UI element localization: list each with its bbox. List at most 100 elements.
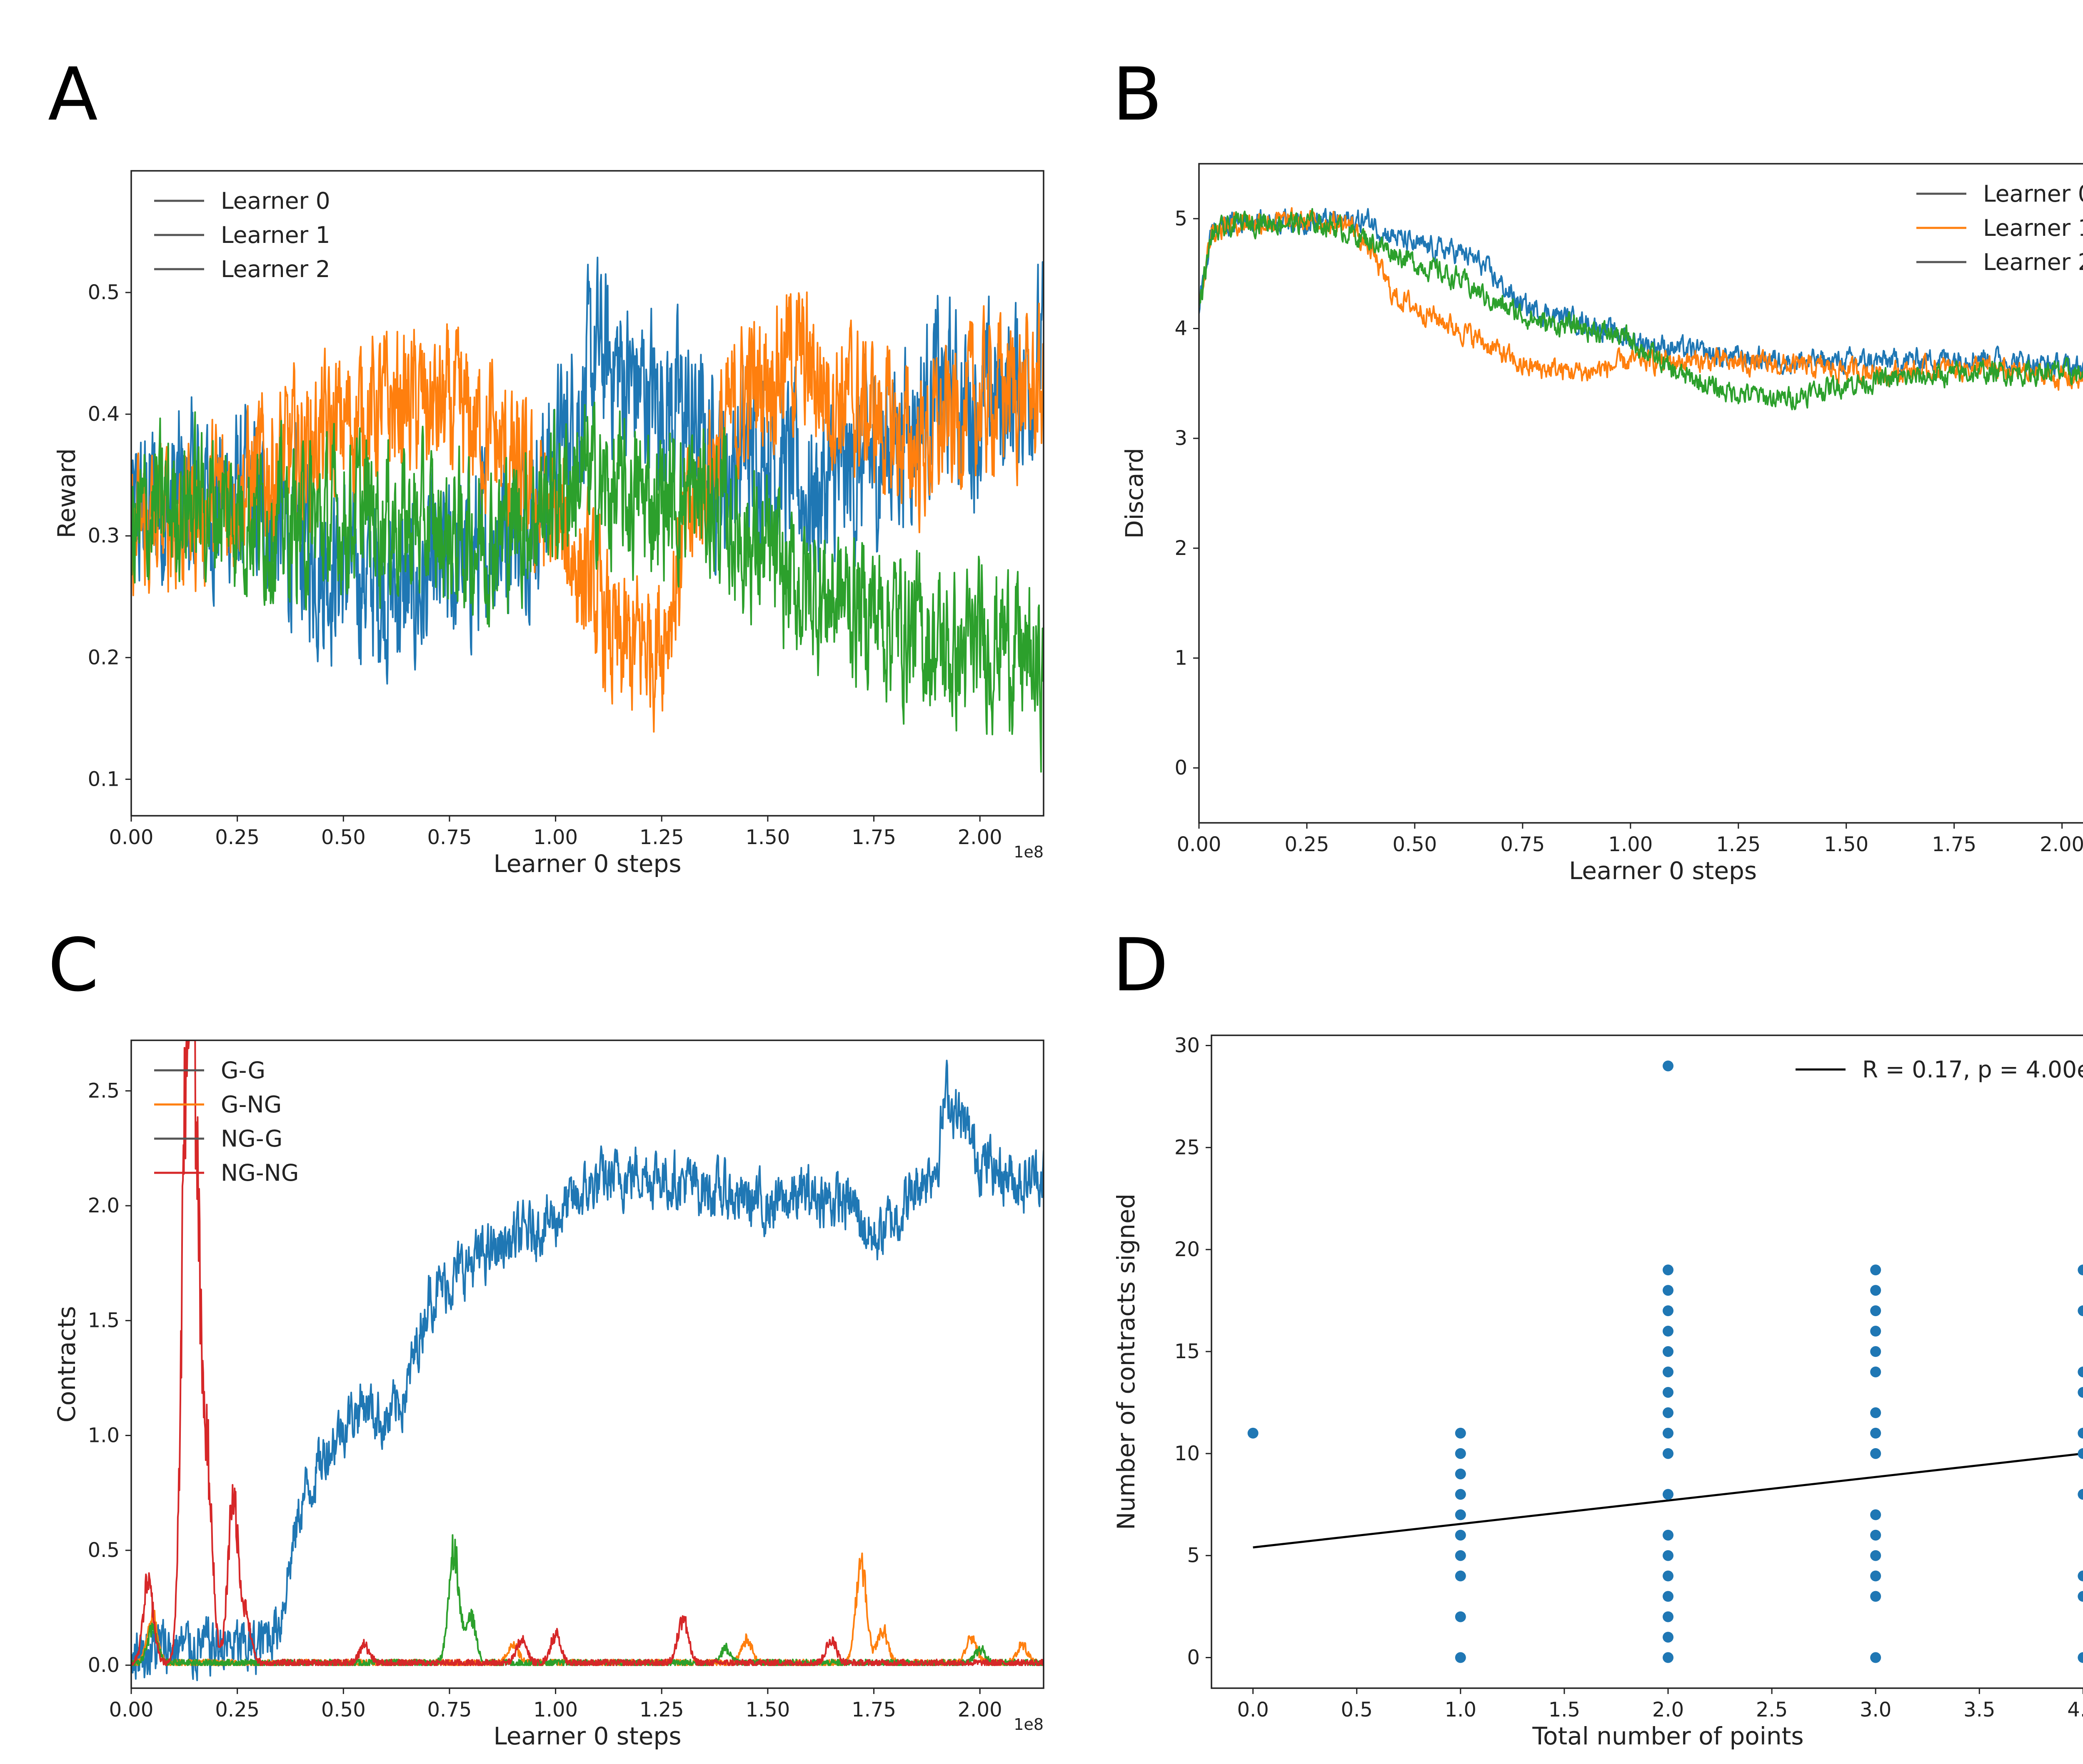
x-offset-label: 1e8 (1014, 1715, 1044, 1734)
scatter-point (1455, 1652, 1466, 1663)
x-axis-label: Learner 0 steps (493, 850, 681, 878)
x-tick-label: 0.00 (109, 826, 154, 849)
scatter-point (1455, 1468, 1466, 1479)
series-line-ng-ng (131, 1040, 1044, 1666)
scatter-point (2078, 1448, 2083, 1459)
x-tick-label: 0.75 (1500, 833, 1545, 856)
scatter-point (1870, 1407, 1881, 1418)
chart-b: 0.00 0.25 0.50 0.75 1.00 1.25 1.50 1.75 2.00 0 1 2 3… (1120, 163, 2083, 885)
y-tick-label: 2 (1174, 537, 1187, 560)
scatter-point (2078, 1366, 2083, 1377)
x-tick-label: 0.25 (215, 1698, 260, 1722)
x-tick-label: 1.75 (852, 826, 896, 849)
scatter-point (2078, 1570, 2083, 1582)
y-tick-label: 25 (1174, 1136, 1200, 1159)
x-tick-label: 1.50 (745, 1698, 790, 1722)
panel-letter-a: A (48, 52, 98, 137)
y-tick-label: 2.0 (88, 1194, 120, 1217)
legend: G-G G-NG NG-G NG-NG (154, 1057, 299, 1186)
x-axis-label: Learner 0 steps (493, 1722, 681, 1750)
scatter-point (1663, 1060, 1673, 1072)
x-tick-label: 1.25 (1716, 833, 1761, 856)
scatter-point (1870, 1427, 1881, 1439)
scatter-point (1663, 1611, 1673, 1622)
scatter-point (1455, 1448, 1466, 1459)
y-tick-label: 3 (1174, 427, 1187, 450)
scatter-point (1870, 1652, 1881, 1663)
scatter-point (1663, 1529, 1673, 1541)
scatter-point (1663, 1264, 1673, 1276)
x-tick-label: 2.00 (2040, 833, 2083, 856)
x-tick-label: 1.25 (639, 826, 684, 849)
scatter-point (1870, 1326, 1881, 1337)
y-axis-label: Reward (52, 448, 81, 538)
scatter-point (1455, 1509, 1466, 1520)
scatter-point (1663, 1326, 1673, 1337)
x-tick-label: 1.75 (852, 1698, 896, 1722)
scatter-point (1455, 1529, 1466, 1541)
y-tick-label: 0.0 (88, 1654, 120, 1677)
scatter-point (1247, 1427, 1259, 1439)
scatter-point (2078, 1652, 2083, 1663)
scatter-point (1870, 1264, 1881, 1276)
x-tick-label: 0.50 (321, 826, 366, 849)
x-tick-label: 1.00 (1608, 833, 1653, 856)
x-tick-label: 3.5 (1963, 1698, 1995, 1722)
x-tick-label: 0.25 (1285, 833, 1329, 856)
scatter-point (1870, 1346, 1881, 1357)
x-tick-label: 3.0 (1860, 1698, 1891, 1722)
scatter-point (1663, 1570, 1673, 1582)
x-tick-label: 0.0 (1237, 1698, 1269, 1722)
x-tick-label: 0.75 (427, 826, 472, 849)
scatter-point (1455, 1427, 1466, 1439)
legend-label: Learner 1 (221, 222, 330, 248)
x-tick-label: 2.5 (1756, 1698, 1788, 1722)
scatter-point (2078, 1591, 2083, 1602)
x-tick-label: 1.5 (1549, 1698, 1580, 1722)
legend-label: G-G (221, 1057, 265, 1084)
legend-label: Learner 2 (221, 256, 330, 282)
y-axis-label: Contracts (52, 1306, 81, 1423)
series-line-learner-2 (131, 402, 1044, 773)
plot-frame (1211, 1034, 2083, 1689)
chart-a: 0.00 0.25 0.50 0.75 1.00 1.25 1.50 1.75 2.00 0.1 0… (52, 170, 1044, 878)
y-tick-label: 0.5 (88, 281, 120, 304)
legend-label: Learner 0 (1983, 180, 2083, 207)
scatter-point (1455, 1570, 1466, 1582)
x-tick-label: 2.00 (958, 1698, 1002, 1722)
scatter-point (1870, 1509, 1881, 1520)
scatter-point (1870, 1366, 1881, 1377)
scatter-point (1663, 1550, 1673, 1561)
chart-c: 0.00 0.25 0.50 0.75 1.00 1.25 1.50 1.75 2.00 0.0 0… (52, 1039, 1044, 1750)
series-line-learner-0 (1199, 208, 2083, 378)
y-tick-label: 0 (1187, 1646, 1200, 1669)
x-tick-label: 0.50 (1392, 833, 1437, 856)
scatter-point (1455, 1489, 1466, 1500)
y-tick-label: 30 (1174, 1034, 1200, 1057)
y-tick-label: 15 (1174, 1340, 1200, 1363)
scatter-point (1663, 1652, 1673, 1663)
x-tick-label: 2.00 (958, 826, 1002, 849)
scatter-point (1663, 1387, 1673, 1398)
y-tick-label: 1.0 (88, 1424, 120, 1447)
legend-label: NG-NG (221, 1159, 299, 1186)
x-tick-label: 1.25 (639, 1698, 684, 1722)
scatter-point (1870, 1529, 1881, 1541)
y-axis-label: Discard (1120, 448, 1149, 539)
scatter-point (1870, 1591, 1881, 1602)
scatter-point (1663, 1427, 1673, 1439)
legend-label: Learner 1 (1983, 215, 2083, 241)
y-tick-label: 0.4 (88, 402, 120, 426)
scatter-point (1663, 1407, 1673, 1418)
scatter-point (1455, 1550, 1466, 1561)
y-tick-label: 2.5 (88, 1079, 120, 1102)
plot-frame (130, 170, 1044, 817)
x-tick-label: 0.00 (109, 1698, 154, 1722)
x-tick-label: 1.0 (1445, 1698, 1476, 1722)
legend: Learner 0 Learner 1 Learner 2 (1916, 180, 2083, 275)
scatter-point (1870, 1550, 1881, 1561)
y-tick-label: 5 (1174, 207, 1187, 230)
x-tick-label: 0.00 (1177, 833, 1221, 856)
scatter-point (1663, 1489, 1673, 1500)
